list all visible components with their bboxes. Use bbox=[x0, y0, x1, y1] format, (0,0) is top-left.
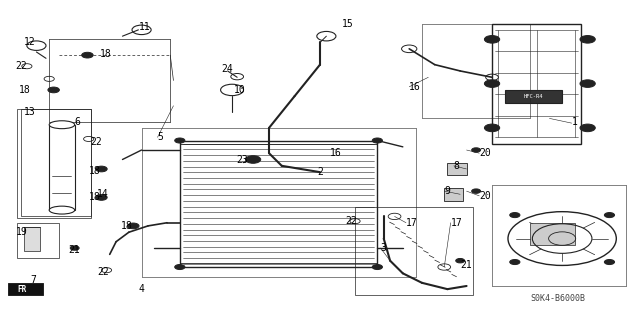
Text: 3: 3 bbox=[381, 243, 387, 253]
Text: 6: 6 bbox=[75, 116, 81, 127]
Bar bbox=[505, 90, 562, 103]
Circle shape bbox=[580, 35, 595, 43]
Bar bbox=[20, 109, 91, 216]
Text: 18: 18 bbox=[100, 48, 112, 59]
Circle shape bbox=[580, 124, 595, 132]
Text: 4: 4 bbox=[138, 284, 144, 294]
Circle shape bbox=[96, 195, 107, 200]
Text: 21: 21 bbox=[460, 260, 472, 271]
Ellipse shape bbox=[49, 206, 75, 214]
Text: 2: 2 bbox=[317, 167, 323, 177]
Circle shape bbox=[48, 87, 60, 93]
Text: 20: 20 bbox=[479, 148, 491, 158]
Text: 7: 7 bbox=[30, 275, 36, 285]
Bar bbox=[8, 283, 43, 295]
Circle shape bbox=[472, 189, 481, 193]
Circle shape bbox=[509, 212, 520, 218]
Text: 19: 19 bbox=[15, 227, 27, 237]
Circle shape bbox=[484, 80, 500, 87]
Text: 22: 22 bbox=[346, 216, 357, 226]
Text: 18: 18 bbox=[90, 192, 101, 203]
Text: 14: 14 bbox=[97, 189, 109, 199]
Text: 22: 22 bbox=[97, 267, 109, 277]
Bar bbox=[17, 223, 59, 257]
Text: HFC-R4: HFC-R4 bbox=[524, 94, 543, 99]
Text: 16: 16 bbox=[330, 148, 341, 158]
Bar bbox=[49, 125, 75, 210]
Text: 8: 8 bbox=[454, 161, 460, 171]
Circle shape bbox=[246, 156, 260, 163]
Bar bbox=[355, 207, 473, 295]
Bar bbox=[444, 188, 463, 201]
Text: 23: 23 bbox=[236, 154, 248, 165]
Text: 10: 10 bbox=[234, 85, 246, 95]
Text: 21: 21 bbox=[68, 245, 80, 255]
Text: FR: FR bbox=[17, 285, 27, 294]
Circle shape bbox=[484, 35, 500, 43]
Circle shape bbox=[472, 148, 481, 152]
Circle shape bbox=[175, 264, 185, 270]
Bar bbox=[531, 223, 575, 245]
Circle shape bbox=[70, 246, 79, 250]
Circle shape bbox=[372, 138, 383, 143]
Text: 15: 15 bbox=[342, 19, 354, 28]
Text: 22: 22 bbox=[15, 61, 27, 71]
Text: 17: 17 bbox=[406, 218, 418, 228]
Text: 17: 17 bbox=[451, 218, 462, 228]
Bar bbox=[447, 163, 467, 175]
Text: 9: 9 bbox=[444, 186, 450, 196]
Circle shape bbox=[509, 259, 520, 264]
Text: 12: 12 bbox=[24, 38, 35, 48]
Text: 20: 20 bbox=[479, 191, 491, 201]
Text: 24: 24 bbox=[221, 64, 233, 74]
Bar bbox=[24, 227, 40, 251]
Circle shape bbox=[372, 264, 383, 270]
Circle shape bbox=[96, 166, 107, 172]
Text: 1: 1 bbox=[572, 116, 577, 127]
Text: 16: 16 bbox=[409, 82, 421, 92]
Circle shape bbox=[175, 138, 185, 143]
Circle shape bbox=[604, 212, 614, 218]
Bar bbox=[492, 24, 581, 144]
Text: 22: 22 bbox=[91, 137, 102, 147]
Bar bbox=[17, 109, 91, 218]
Circle shape bbox=[82, 52, 93, 58]
Circle shape bbox=[484, 124, 500, 132]
Circle shape bbox=[127, 223, 139, 229]
Text: 11: 11 bbox=[138, 22, 150, 32]
Text: 18: 18 bbox=[121, 221, 133, 231]
Text: 5: 5 bbox=[157, 132, 163, 142]
Text: 13: 13 bbox=[24, 107, 35, 117]
Circle shape bbox=[580, 80, 595, 87]
Text: 18: 18 bbox=[90, 166, 101, 175]
Circle shape bbox=[604, 259, 614, 264]
Text: 18: 18 bbox=[19, 85, 31, 95]
Ellipse shape bbox=[49, 121, 75, 129]
Text: S0K4-B6000B: S0K4-B6000B bbox=[531, 294, 586, 303]
Circle shape bbox=[456, 258, 465, 263]
Bar bbox=[180, 141, 378, 267]
